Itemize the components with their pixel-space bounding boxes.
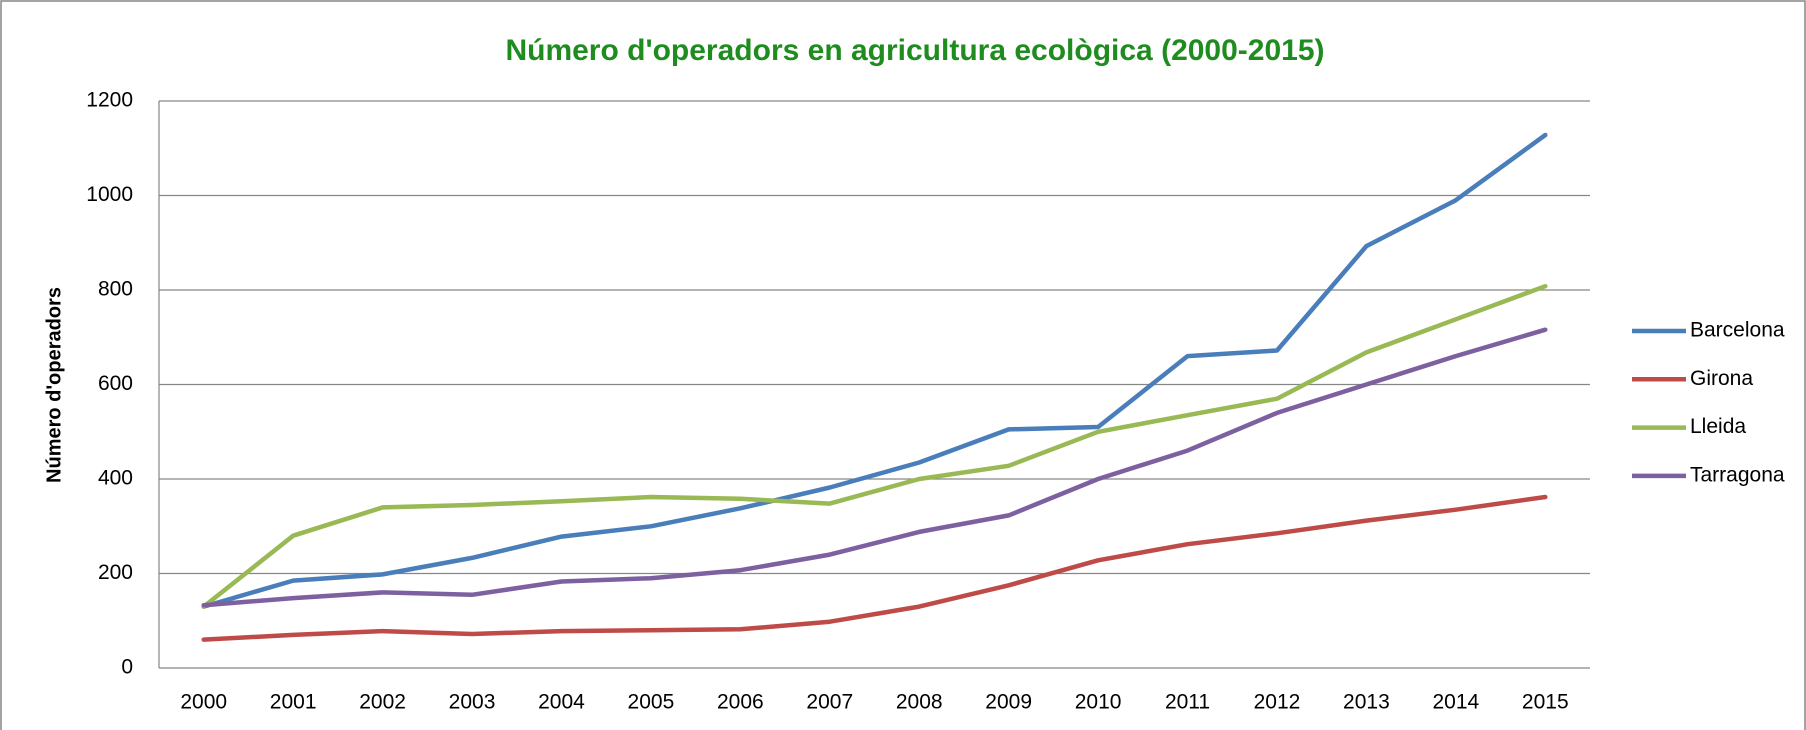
y-tick-label: 200 xyxy=(98,561,133,584)
x-tick-label: 2004 xyxy=(538,691,585,714)
x-tick-label: 2005 xyxy=(628,691,675,714)
legend-label: Barcelona xyxy=(1690,319,1785,342)
y-tick-label: 400 xyxy=(98,467,133,490)
y-axis-label: Número d'operadors xyxy=(43,287,65,483)
y-tick-label: 800 xyxy=(98,278,133,301)
legend-label: Tarragona xyxy=(1690,463,1785,486)
x-tick-label: 2013 xyxy=(1343,691,1390,714)
x-tick-label: 2012 xyxy=(1254,691,1301,714)
x-tick-label: 2015 xyxy=(1522,691,1569,714)
series-line xyxy=(201,327,1548,608)
x-tick-label: 2001 xyxy=(270,691,317,714)
x-tick-label: 2014 xyxy=(1432,691,1479,714)
series-line xyxy=(201,283,1548,609)
series-line xyxy=(201,132,1548,609)
y-tick-label: 0 xyxy=(121,656,133,679)
x-tick-label: 2000 xyxy=(180,691,227,714)
legend-label: Girona xyxy=(1690,367,1753,390)
x-tick-label: 2002 xyxy=(359,691,406,714)
chart-title: Número d'operadors en agricultura ecològ… xyxy=(505,34,1324,67)
x-tick-label: 2010 xyxy=(1075,691,1122,714)
series-line xyxy=(201,494,1548,642)
y-tick-label: 1200 xyxy=(86,89,133,112)
x-tick-label: 2009 xyxy=(985,691,1032,714)
x-tick-label: 2007 xyxy=(806,691,853,714)
x-tick-label: 2003 xyxy=(449,691,496,714)
y-tick-label: 1000 xyxy=(86,183,133,206)
x-tick-label: 2011 xyxy=(1165,691,1210,714)
y-tick-label: 600 xyxy=(98,372,133,395)
x-tick-label: 2006 xyxy=(717,691,764,714)
x-tick-label: 2008 xyxy=(896,691,943,714)
legend-label: Lleida xyxy=(1690,415,1746,438)
